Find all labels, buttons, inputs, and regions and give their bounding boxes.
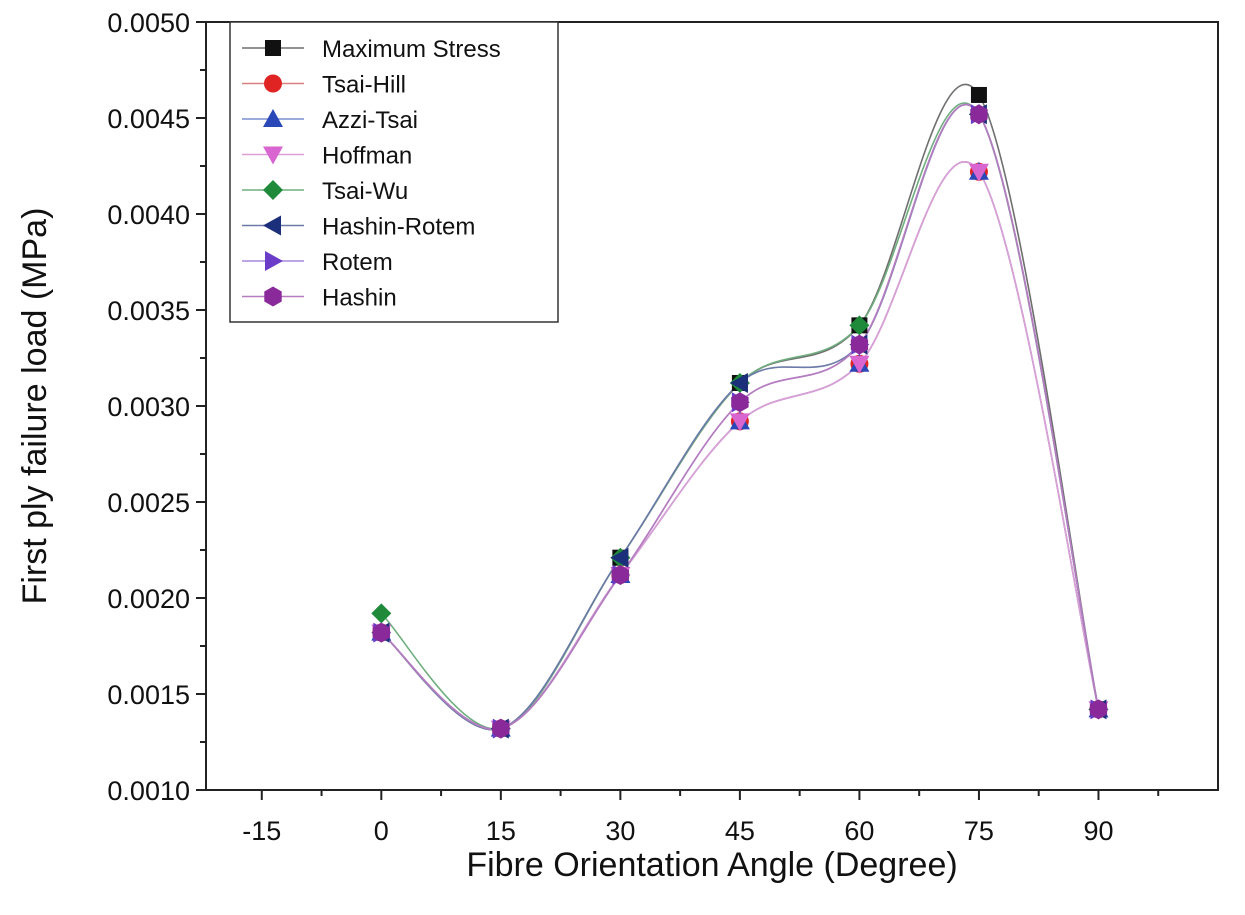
- legend-label: Hashin-Rotem: [322, 214, 475, 241]
- legend-label: Hoffman: [322, 143, 412, 170]
- legend-box: [229, 21, 559, 323]
- x-tick-label: 30: [605, 816, 635, 846]
- legend-marker: [264, 74, 282, 93]
- legend-marker: [263, 146, 283, 165]
- data-point-hashin: [372, 622, 390, 643]
- legend-marker: [263, 215, 281, 236]
- y-tick-label: 0.0015: [107, 680, 190, 710]
- x-tick-label: 75: [964, 816, 994, 846]
- y-tick-label: 0.0035: [107, 296, 190, 326]
- legend-marker: [263, 109, 283, 127]
- x-tick-label: 0: [374, 816, 389, 846]
- x-axis-title: Fibre Orientation Angle (Degree): [466, 846, 957, 884]
- data-point-hoffman: [849, 355, 870, 374]
- series-markers: [371, 86, 1109, 739]
- legend: Maximum Stress Tsai-Hill Azzi-Tsai Hoffman T…: [229, 21, 559, 323]
- y-tick-label: 0.0050: [107, 8, 190, 38]
- data-point-hashin: [1089, 699, 1108, 720]
- data-point-hashin: [731, 392, 749, 413]
- legend-marker: [263, 180, 283, 200]
- y-tick-label: 0.0030: [107, 392, 190, 422]
- y-tick-label: 0.0040: [107, 200, 190, 230]
- legend-label: Rotem: [322, 249, 393, 276]
- x-tick-label: -15: [242, 816, 281, 846]
- legend-marker: [264, 286, 282, 307]
- legend-label: Maximum Stress: [322, 36, 501, 63]
- y-tick-label: 0.0025: [107, 488, 190, 518]
- data-point-maximum-stress: [970, 86, 987, 103]
- data-point-hashin: [970, 104, 988, 125]
- data-point-hoffman: [729, 413, 750, 432]
- data-point-hashin: [850, 334, 869, 355]
- data-point-hashin: [611, 565, 629, 585]
- data-point-hoffman: [968, 163, 989, 182]
- y-axis-title: First ply failure load (MPa): [16, 208, 54, 605]
- x-tick-label: 60: [844, 816, 874, 846]
- axis-ticks: -15 0 15 30 45 60 75 90 0.0010 0.0015 0.0020 0.0025…: [107, 8, 1160, 846]
- data-point-hashin: [492, 718, 510, 739]
- x-tick-label: 45: [725, 816, 755, 846]
- data-point-tsai-wu: [849, 315, 870, 336]
- y-tick-label: 0.0045: [107, 104, 190, 134]
- legend-label: Tsai-Hill: [322, 72, 406, 99]
- data-point-hashin-rotem: [610, 547, 629, 568]
- data-point-hashin-rotem: [729, 373, 748, 393]
- legend-marker: [265, 251, 283, 271]
- data-point-tsai-wu: [371, 603, 392, 624]
- legend-label: Azzi-Tsai: [322, 107, 418, 134]
- x-tick-label: 15: [486, 816, 516, 846]
- y-tick-label: 0.0010: [107, 776, 190, 806]
- legend-label: Tsai-Wu: [322, 178, 408, 205]
- legend-marker: [265, 40, 281, 56]
- y-tick-label: 0.0020: [107, 584, 190, 614]
- series-lines: [380, 83, 1100, 731]
- legend-label: Hashin: [322, 285, 397, 312]
- x-tick-label: 90: [1083, 816, 1113, 846]
- series-line-hashin: [380, 103, 1100, 731]
